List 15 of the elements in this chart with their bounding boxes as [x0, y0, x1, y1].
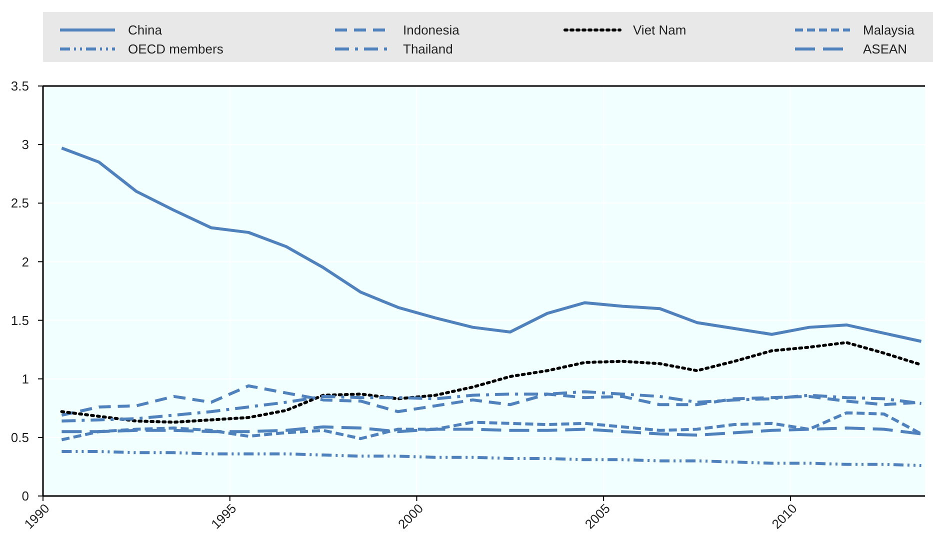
y-tick-label: 3: [22, 137, 29, 152]
legend-label: China: [128, 22, 163, 38]
y-tick-label: 3.5: [10, 78, 29, 94]
y-tick-label: 2: [22, 254, 29, 270]
y-tick-label: 2.5: [10, 196, 29, 211]
legend-label: Thailand: [403, 42, 453, 57]
legend-label: ASEAN: [863, 42, 908, 57]
legend-label: OECD members: [128, 42, 224, 57]
legend-label: Viet Nam: [633, 22, 686, 38]
legend-label: Malaysia: [863, 22, 916, 38]
y-tick-label: 1: [22, 371, 29, 386]
legend-label: Indonesia: [403, 22, 460, 38]
y-tick-label: 0: [22, 488, 29, 504]
y-tick-label: 0.5: [10, 430, 29, 445]
y-tick-label: 1.5: [10, 312, 29, 328]
